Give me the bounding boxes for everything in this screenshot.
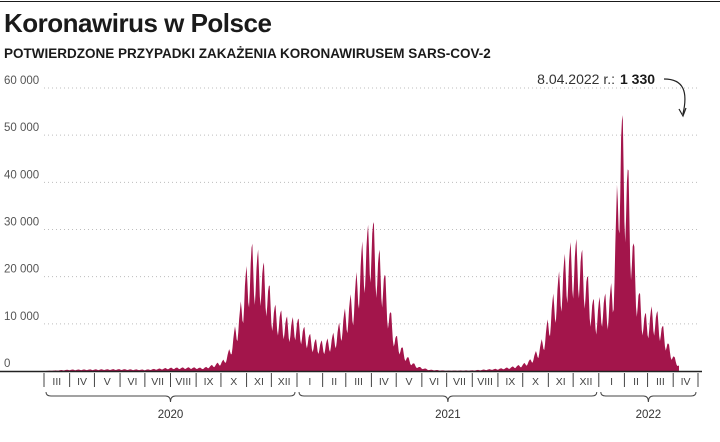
month-label: IX (204, 376, 214, 388)
year-label: 2020 (158, 409, 184, 421)
top-rule (0, 1, 720, 2)
month-label: X (230, 376, 237, 388)
month-label: V (104, 376, 111, 388)
month-label: V (406, 376, 413, 388)
month-label: IV (379, 376, 389, 388)
month-label: III (52, 376, 61, 388)
year-bracket (45, 391, 296, 403)
cases-area (44, 115, 679, 372)
month-label: IX (505, 376, 515, 388)
month-label: I (308, 376, 311, 388)
month-label: XII (278, 376, 291, 388)
month-label: VI (128, 376, 138, 388)
month-label: X (532, 376, 539, 388)
month-label: IV (681, 376, 691, 388)
month-label: VII (453, 376, 466, 388)
y-tick-label: 20 000 (4, 264, 39, 276)
month-label: III (656, 376, 665, 388)
month-label: XI (254, 376, 264, 388)
month-label: VI (429, 376, 439, 388)
year-bracket (298, 391, 598, 403)
page-subtitle: POTWIERDZONE PRZYPADKI ZAKAŻENIA KORONAW… (4, 46, 491, 61)
month-label: IV (77, 376, 87, 388)
year-label: 2021 (435, 409, 461, 421)
y-tick-label: 50 000 (4, 122, 39, 134)
y-tick-label: 10 000 (4, 311, 39, 323)
y-tick-label: 60 000 (4, 75, 39, 87)
year-label: 2022 (636, 409, 662, 421)
annotation-latest: 8.04.2022 r.: 1 330 (537, 71, 687, 118)
month-label: VIII (477, 376, 493, 388)
month-label: VII (151, 376, 164, 388)
y-tick-label: 0 (4, 358, 10, 370)
month-label: XI (556, 376, 566, 388)
y-tick-label: 30 000 (4, 217, 39, 229)
month-label: I (610, 376, 613, 388)
page-title: Koronawirus w Polsce (4, 8, 272, 38)
month-label: II (331, 376, 337, 388)
month-label: XII (580, 376, 593, 388)
year-bracket (600, 391, 697, 403)
annotation-arrowhead (678, 107, 687, 118)
annotation-value: 1 330 (620, 71, 655, 87)
y-axis: 0 10 000 20 000 30 000 40 000 50 000 60 000 (4, 75, 39, 370)
y-tick-label: 40 000 (4, 169, 39, 181)
annotation-date: 8.04.2022 r.: (537, 71, 615, 87)
x-axis: III IV V VI VII VIII IX X XI XII I II III IV V VI VII VII… (0, 370, 702, 421)
annotation-arrow (663, 78, 686, 115)
month-label: II (633, 376, 639, 388)
month-label: VIII (175, 376, 191, 388)
cases-area-path (44, 115, 679, 372)
month-label: III (354, 376, 363, 388)
